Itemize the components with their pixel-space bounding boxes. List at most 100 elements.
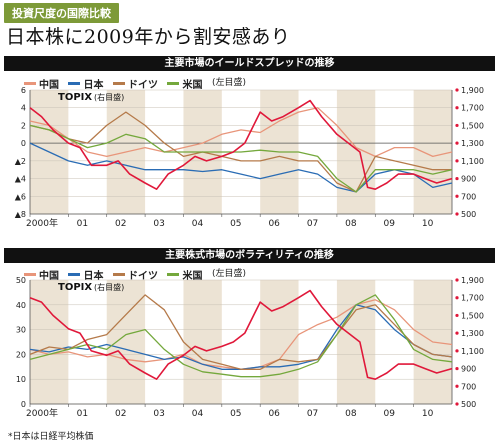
- panel-2-title: 主要株式市場のボラティリティの推移: [4, 248, 495, 263]
- right-tick-label: 1,300: [461, 329, 484, 338]
- right-tick-label: 1,100: [461, 157, 484, 166]
- right-tick-label: 700: [461, 382, 476, 391]
- left-tick-label: 10: [16, 375, 26, 384]
- x-tick-label: 02: [115, 409, 126, 419]
- left-tick-label: 40: [16, 301, 26, 310]
- panel-1-title: 主要市場のイールドスプレッドの推移: [4, 56, 495, 71]
- legend-germany: ドイツ: [112, 76, 158, 91]
- x-tick-label: 05: [230, 409, 241, 419]
- legend-swatch-japan: [68, 82, 81, 85]
- x-tick-label: 08: [345, 409, 357, 419]
- year-band-2000: [30, 280, 69, 404]
- right-tick-label: 900: [461, 365, 476, 374]
- left-tick-label: ▲4: [15, 175, 26, 184]
- right-tick-marker: [455, 384, 459, 388]
- x-tick-label: 08: [345, 219, 357, 229]
- left-tick-label: ▲2: [15, 157, 26, 166]
- legend-china: 中国: [24, 76, 59, 91]
- left-tick-label: 20: [16, 350, 26, 359]
- series-line-germany: [29, 294, 453, 370]
- right-tick-label: 900: [461, 175, 476, 184]
- series-line-topix: [29, 289, 453, 380]
- right-tick-label: 1,700: [461, 294, 484, 303]
- x-tick-label: 05: [230, 219, 241, 229]
- x-tick-label: 03: [153, 219, 164, 229]
- right-tick-marker: [455, 349, 459, 353]
- right-tick-marker: [455, 366, 459, 371]
- year-band-2008: [336, 280, 376, 404]
- right-tick-marker: [455, 176, 459, 181]
- legend-label-japan: 日本: [83, 271, 104, 282]
- x-tick-label: 06: [268, 409, 280, 419]
- series-line-usa: [29, 124, 453, 193]
- x-tick-label: 06: [268, 219, 280, 229]
- left-tick-label: 4: [21, 104, 26, 113]
- legend-germany: ドイツ: [112, 267, 158, 282]
- left-tick-label: ▲6: [15, 192, 26, 201]
- legend-label-usa: 米国: [182, 80, 203, 91]
- right-tick-marker: [455, 212, 459, 216]
- left-tick-label: 0: [21, 139, 26, 148]
- legend-label-germany: ドイツ: [127, 80, 158, 91]
- right-tick-label: 500: [461, 210, 476, 219]
- right-tick-marker: [455, 88, 459, 92]
- legend-label-china: 中国: [39, 271, 59, 282]
- series-line-topix: [29, 99, 453, 190]
- right-tick-marker: [455, 402, 459, 406]
- right-tick-label: 1,300: [461, 139, 484, 148]
- right-tick-marker: [455, 313, 459, 318]
- x-tick-label: 03: [153, 409, 164, 419]
- legend-label-china: 中国: [39, 80, 59, 91]
- legend-japan: 日本: [68, 76, 103, 91]
- right-tick-label: 1,100: [461, 347, 484, 356]
- legend-axis-note: (左目盛): [211, 269, 246, 279]
- year-band-2010: [413, 90, 452, 214]
- topix-note: (右目盛): [94, 282, 124, 292]
- legend-label-japan: 日本: [83, 80, 104, 91]
- x-tick-label: 02: [115, 219, 126, 229]
- legend-swatch-china: [24, 82, 36, 85]
- series-line-germany: [29, 111, 452, 193]
- series-line-japan: [29, 142, 453, 193]
- right-tick-marker: [455, 278, 459, 282]
- legend-label-germany: ドイツ: [127, 271, 158, 282]
- legend-japan: 日本: [68, 267, 103, 282]
- legend-label-usa: 米国: [182, 271, 203, 282]
- right-tick-marker: [455, 194, 459, 198]
- left-tick-label: 2: [21, 121, 26, 130]
- right-tick-marker: [455, 141, 459, 145]
- year-band-2008: [336, 90, 376, 214]
- topix-label: TOPIX: [58, 92, 92, 103]
- right-tick-marker: [455, 123, 459, 128]
- legend-swatch-usa: [167, 82, 180, 85]
- page-title: 日本株に2009年から割安感あり: [6, 26, 291, 48]
- right-tick-label: 1,700: [461, 104, 484, 113]
- legend-usa: 米国: [167, 76, 202, 91]
- legend-china: 中国: [24, 267, 59, 282]
- x-tick-label: 09: [384, 409, 396, 419]
- legend-swatch-japan: [68, 273, 81, 276]
- right-tick-marker: [455, 331, 459, 335]
- x-tick-label: 04: [192, 409, 204, 419]
- right-tick-label: 500: [461, 400, 476, 409]
- topix-note: (右目盛): [94, 92, 124, 102]
- right-tick-marker: [455, 106, 459, 110]
- x-tick-label: 04: [192, 219, 204, 229]
- series-line-china: [29, 299, 453, 370]
- right-tick-label: 1,500: [461, 311, 484, 320]
- left-tick-label: 50: [16, 276, 26, 285]
- panel-1-legend: 中国 日本 ドイツ 米国 (左目盛): [24, 75, 246, 91]
- legend-axis-note: (左目盛): [211, 78, 246, 88]
- right-tick-label: 1,500: [461, 121, 484, 130]
- legend-swatch-germany: [112, 82, 125, 85]
- x-tick-label: 07: [307, 409, 318, 419]
- x-tick-label: 09: [384, 219, 396, 229]
- x-tick-label: 2000年: [26, 217, 58, 229]
- right-tick-marker: [455, 296, 459, 300]
- x-tick-label: 07: [307, 219, 318, 229]
- right-tick-marker: [455, 159, 459, 163]
- x-tick-label: 10: [422, 409, 434, 419]
- right-tick-label: 1,900: [461, 86, 484, 95]
- legend-swatch-usa: [167, 273, 180, 276]
- series-line-usa: [29, 294, 453, 378]
